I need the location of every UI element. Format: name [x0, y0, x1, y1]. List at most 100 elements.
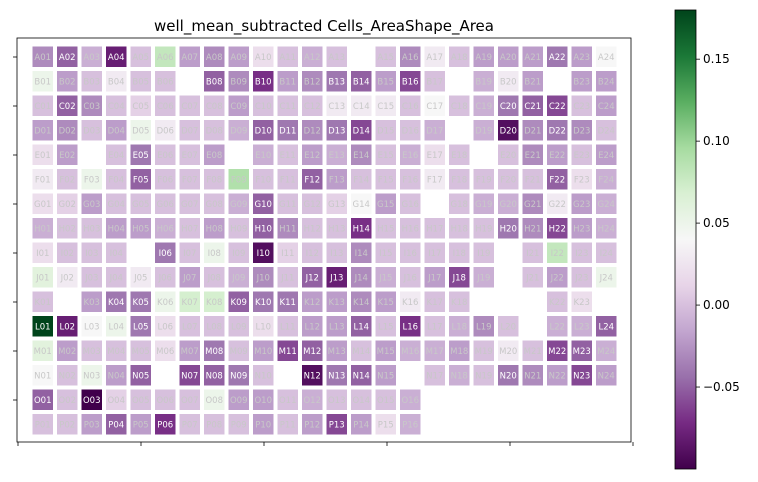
well-label: L03	[84, 322, 100, 332]
well-label: C08	[206, 102, 223, 112]
well-label: H18	[451, 224, 468, 234]
heatmap-cell	[228, 71, 249, 92]
heatmap-cell	[302, 169, 323, 190]
heatmap-cell	[106, 267, 127, 288]
heatmap-cell	[204, 389, 225, 410]
heatmap-cell	[522, 144, 543, 165]
well-label: P13	[329, 420, 345, 430]
well-label: H23	[573, 224, 590, 234]
heatmap-cell	[277, 218, 298, 239]
heatmap-cell	[228, 242, 249, 263]
well-label: L12	[304, 322, 320, 332]
heatmap-cell	[130, 365, 151, 386]
heatmap-cell	[106, 46, 127, 67]
heatmap-cell	[424, 46, 445, 67]
heatmap-cell	[179, 316, 200, 337]
well-label: G12	[304, 200, 321, 210]
heatmap-cell	[400, 316, 421, 337]
well-label: I06	[159, 249, 172, 259]
heatmap-cell	[253, 120, 274, 141]
well-label: K01	[35, 298, 51, 308]
heatmap-cell	[400, 242, 421, 263]
heatmap-cell	[302, 95, 323, 116]
heatmap-cell	[571, 46, 592, 67]
well-label: A21	[524, 53, 541, 63]
well-label: L18	[451, 322, 467, 332]
heatmap-cell	[498, 120, 519, 141]
heatmap-cell	[253, 389, 274, 410]
heatmap-cell	[571, 144, 592, 165]
heatmap-cell	[302, 316, 323, 337]
well-label: L06	[157, 322, 173, 332]
well-label: A07	[181, 53, 198, 63]
well-label: F06	[157, 175, 173, 185]
well-label: J09	[231, 273, 245, 283]
heatmap-cell	[473, 267, 494, 288]
heatmap-cell	[498, 144, 519, 165]
well-label: D05	[132, 126, 149, 136]
heatmap-cell	[473, 193, 494, 214]
heatmap-cell	[547, 365, 568, 386]
well-label: K07	[182, 298, 198, 308]
well-label: G04	[108, 200, 125, 210]
heatmap-cell	[32, 169, 53, 190]
well-label: M03	[83, 347, 101, 357]
heatmap-cell	[400, 46, 421, 67]
well-label: C17	[426, 102, 443, 112]
heatmap-cell	[424, 71, 445, 92]
well-label: P08	[206, 420, 222, 430]
well-label: E12	[304, 151, 320, 161]
well-label: P11	[280, 420, 296, 430]
heatmap-cell	[571, 120, 592, 141]
heatmap-cell	[81, 267, 102, 288]
well-label: L05	[133, 322, 149, 332]
well-label: E23	[574, 151, 590, 161]
well-label: I07	[183, 249, 196, 259]
heatmap-cell	[130, 340, 151, 361]
heatmap-cell	[424, 144, 445, 165]
well-label: M09	[230, 347, 248, 357]
heatmap-cell	[32, 365, 53, 386]
heatmap-cell	[179, 414, 200, 435]
well-label: F07	[182, 175, 198, 185]
heatmap-cell	[81, 218, 102, 239]
heatmap-cell	[351, 316, 372, 337]
well-label: A15	[377, 53, 394, 63]
heatmap-cell	[106, 389, 127, 410]
well-label: N03	[83, 371, 100, 381]
well-label: J11	[280, 273, 294, 283]
well-label: E24	[598, 151, 614, 161]
well-label: B23	[573, 77, 590, 87]
well-label: H12	[304, 224, 321, 234]
colorbar-tick-label: 0.10	[703, 134, 730, 148]
well-label: K14	[353, 298, 369, 308]
heatmap-cell	[57, 218, 78, 239]
heatmap-cell	[57, 144, 78, 165]
heatmap-cell	[547, 316, 568, 337]
well-label: F14	[353, 175, 369, 185]
well-label: A01	[34, 53, 51, 63]
well-label: L19	[476, 322, 492, 332]
heatmap-cell	[326, 169, 347, 190]
heatmap-cell	[106, 414, 127, 435]
heatmap-cell	[400, 389, 421, 410]
heatmap-cell	[596, 144, 617, 165]
well-label: L22	[549, 322, 565, 332]
well-label: J02	[60, 273, 74, 283]
well-label: F01	[35, 175, 51, 185]
well-label: D20	[500, 126, 517, 136]
heatmap-cell	[57, 193, 78, 214]
well-label: J23	[574, 273, 588, 283]
heatmap-cell	[106, 169, 127, 190]
colorbar-ticks: −0.05 0.00 0.05 0.10 0.15	[696, 52, 740, 394]
colorbar-tick-label: 0.15	[703, 52, 730, 66]
well-label: F12	[304, 175, 320, 185]
heatmap-cell	[424, 169, 445, 190]
well-label: H07	[181, 224, 198, 234]
well-label: N22	[549, 371, 566, 381]
well-label: K13	[329, 298, 345, 308]
heatmap-cell	[81, 46, 102, 67]
heatmap-cell	[32, 267, 53, 288]
well-label: P10	[255, 420, 271, 430]
heatmap-cell	[351, 120, 372, 141]
